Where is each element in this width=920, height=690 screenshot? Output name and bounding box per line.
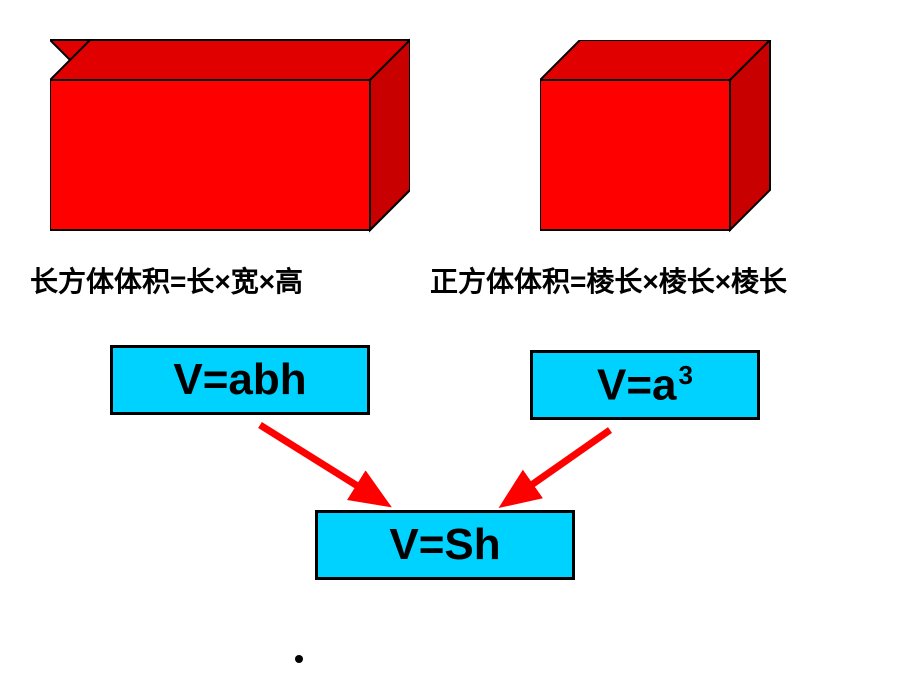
formula-va3-text: V=a3 [597,360,693,411]
arrow-right [510,430,610,500]
arrow-left [260,425,380,500]
formula-vabh-text: V=abh [173,355,306,405]
slide-indicator-dot [295,655,303,663]
formula-vsh-box: V=Sh [315,510,575,580]
cube-formula-text: 正方体体积=棱长×棱长×棱长 [430,260,787,300]
cube-shape [540,40,780,240]
cuboid-front-face [50,80,370,230]
cuboid-shape [50,30,410,240]
cuboid-top [50,40,410,80]
formula-va3-box: V=a3 [530,350,760,420]
cube-front [540,80,730,230]
formula-vabh-box: V=abh [110,345,370,415]
formula-vsh-text: V=Sh [389,520,500,570]
cuboid-formula-text: 长方体体积=长×宽×高 [30,260,303,300]
